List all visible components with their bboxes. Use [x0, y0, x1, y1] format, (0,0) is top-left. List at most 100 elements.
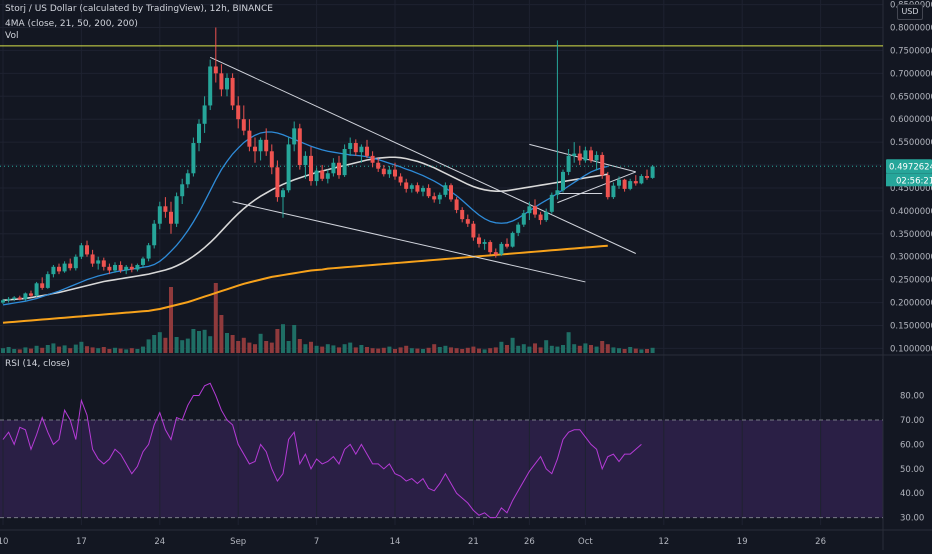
volume-bar [555, 346, 560, 353]
candle-up [185, 173, 190, 185]
candle-up [314, 170, 319, 182]
candle-up [286, 144, 291, 191]
volume-bar [544, 340, 549, 353]
volume-bar [443, 345, 448, 353]
time-tick-label: 7 [314, 537, 319, 547]
candle-up [544, 211, 549, 221]
volume-bar [174, 337, 179, 353]
falling-support-line [232, 201, 586, 283]
candle-up [292, 128, 297, 145]
candle-down [477, 237, 481, 244]
volume-bar [118, 348, 123, 353]
volume-bar [169, 287, 173, 353]
candle-up [549, 194, 554, 212]
trendlines-layer [0, 45, 883, 283]
candle-up [6, 298, 11, 301]
candle-down [163, 206, 168, 212]
candle-down [107, 266, 112, 271]
volume-bar [85, 346, 89, 353]
candle-down [90, 254, 95, 264]
volume-bar [113, 347, 117, 353]
volume-bar [275, 329, 280, 353]
candle-up [409, 185, 414, 189]
time-tick-label: 17 [76, 537, 87, 547]
volume-bar [157, 332, 162, 353]
volume-bar [566, 332, 571, 353]
candle-down [213, 66, 218, 74]
time-tick-label: 12 [658, 537, 669, 547]
candle-down [577, 153, 582, 161]
volume-bar [23, 347, 28, 353]
candle-up [342, 148, 347, 176]
volume-bar [325, 344, 330, 353]
candle-down [488, 242, 493, 253]
price-tick-label: 0.40000000 [890, 207, 932, 217]
price-tick-label: 0.60000000 [890, 115, 932, 125]
candle-down [533, 206, 537, 215]
volume-bar [208, 336, 213, 353]
volume-bar [258, 333, 263, 353]
volume-bar [96, 348, 101, 353]
price-tick-label: 0.15000000 [890, 321, 932, 331]
volume-bar [180, 340, 185, 353]
volume-bar [314, 345, 319, 353]
volume-legend[interactable]: Vol [5, 31, 19, 41]
candle-down [645, 176, 649, 178]
volume-bar [499, 341, 504, 353]
volume-bar [639, 349, 644, 353]
volume-bar [34, 345, 39, 353]
volume-bar [538, 347, 543, 353]
volume-bar [359, 345, 364, 353]
candle-up [1, 300, 5, 303]
volume-bar [331, 345, 336, 353]
candle-up [594, 154, 599, 161]
candle-up [611, 185, 616, 198]
rsi-legend[interactable]: RSI (14, close) [5, 359, 70, 369]
candle-down [169, 211, 173, 224]
currency-badge[interactable]: USD [897, 4, 923, 20]
volume-bar [292, 325, 297, 353]
volume-bar [281, 324, 285, 353]
candle-up [303, 155, 308, 166]
candle-up [628, 181, 633, 189]
candle-down [264, 139, 269, 152]
candle-down [17, 297, 22, 300]
time-tick-label: 19 [737, 537, 748, 547]
candle-up [650, 166, 655, 178]
candle-up [499, 243, 504, 255]
candle-down [454, 199, 459, 210]
volume-bar [505, 345, 509, 353]
candle-up [174, 196, 179, 224]
candle-down [129, 266, 134, 270]
time-tick-label: 14 [390, 537, 401, 547]
rsi-line [2, 382, 642, 519]
volume-bar [141, 346, 145, 353]
candle-down [230, 77, 235, 106]
candle-down [297, 128, 302, 166]
volume-bar [213, 283, 218, 353]
candle-down [85, 245, 89, 255]
price-tick-label: 0.45000000 [890, 184, 932, 194]
candle-up [516, 224, 521, 233]
candle-up [79, 245, 84, 257]
candle-up [510, 232, 515, 247]
last-price-tag [886, 159, 932, 174]
volume-bar [185, 338, 190, 353]
volume-bar [124, 349, 129, 353]
volume-bar [129, 348, 134, 353]
rsi-layer [0, 382, 883, 519]
volume-layer [1, 283, 655, 353]
volume-bar [12, 349, 17, 353]
volume-bar [387, 346, 392, 353]
candle-down [337, 162, 341, 176]
volume-bar [370, 348, 375, 353]
ma-legend[interactable]: 4MA (close, 21, 50, 200, 200) [5, 19, 138, 29]
symbol-legend[interactable]: Storj / US Dollar (calculated by Trading… [5, 4, 273, 14]
price-tick-label: 0.20000000 [890, 299, 932, 309]
volume-bar [253, 344, 257, 353]
candle-up [208, 66, 213, 106]
pennant-upper-line [529, 143, 636, 173]
volume-bar [488, 348, 493, 353]
